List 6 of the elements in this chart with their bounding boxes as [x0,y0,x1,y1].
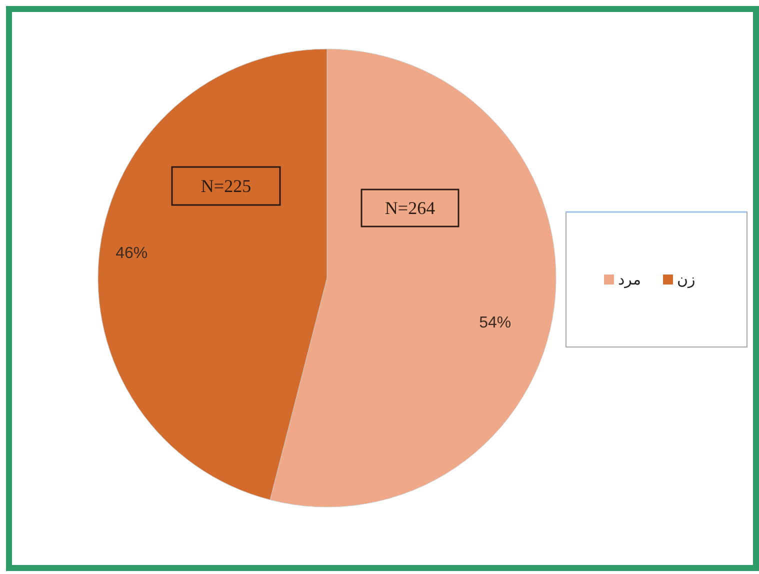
text: N=225 [200,176,252,196]
data-label: 54% [479,314,512,332]
legend-label: مرد [618,270,641,288]
legend-label: زن [677,270,696,288]
data-label: 46% [116,244,148,262]
text: N=264 [384,198,436,218]
